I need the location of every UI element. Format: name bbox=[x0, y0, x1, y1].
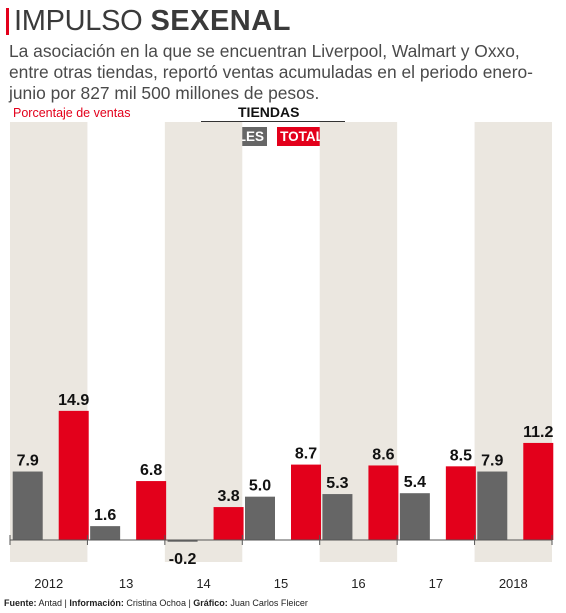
footer-grafico: Juan Carlos Fleicer bbox=[230, 598, 308, 608]
bar-iguales-2012 bbox=[12, 471, 43, 540]
bar-totales-17 bbox=[445, 466, 476, 540]
bar-iguales-15 bbox=[245, 496, 275, 540]
subtitle: La asociación en la que se encuentran Li… bbox=[9, 41, 533, 103]
bar-iguales-2018 bbox=[477, 471, 508, 540]
x-tick-label-14: 14 bbox=[196, 576, 210, 591]
data-label-totales-16: 8.6 bbox=[372, 446, 394, 463]
footer-fuente-label: Fuente: bbox=[4, 598, 37, 608]
title-block: IMPULSO SEXENAL bbox=[6, 4, 558, 37]
bar-totales-15 bbox=[291, 464, 321, 540]
data-label-totales-14: 3.8 bbox=[217, 488, 239, 505]
x-tick-label-15: 15 bbox=[274, 576, 288, 591]
bar-totales-16 bbox=[368, 465, 399, 540]
data-label-totales-15: 8.7 bbox=[295, 446, 317, 463]
footer-info-label: Información: bbox=[69, 598, 124, 608]
bar-iguales-16 bbox=[322, 494, 353, 540]
bar-iguales-13 bbox=[90, 526, 121, 540]
legend-rule bbox=[201, 121, 345, 122]
data-label-iguales-2012: 7.9 bbox=[17, 453, 39, 470]
data-label-iguales-14: -0.2 bbox=[169, 551, 197, 568]
legend-title: TIENDAS bbox=[238, 104, 300, 120]
data-label-iguales-17: 5.4 bbox=[404, 474, 426, 491]
footer-credits: Fuente: Antad | Información: Cristina Oc… bbox=[4, 598, 308, 608]
title-light: IMPULSO bbox=[14, 4, 143, 37]
data-label-totales-2012: 14.9 bbox=[58, 392, 89, 409]
data-label-totales-13: 6.8 bbox=[140, 462, 162, 479]
data-label-iguales-15: 5.0 bbox=[249, 478, 271, 495]
shaded-band-14 bbox=[164, 122, 243, 562]
bar-iguales-14 bbox=[167, 540, 198, 542]
footer-fuente: Antad bbox=[38, 598, 63, 608]
footer-grafico-label: Gráfico: bbox=[193, 598, 228, 608]
x-tick-label-2012: 2012 bbox=[34, 576, 63, 591]
bar-totales-2018 bbox=[523, 442, 554, 540]
footer-info: Cristina Ochoa bbox=[126, 598, 186, 608]
data-label-totales-2018: 11.2 bbox=[523, 424, 553, 441]
x-tick-label-13: 13 bbox=[119, 576, 133, 591]
bar-totales-13 bbox=[136, 481, 167, 540]
data-label-iguales-16: 5.3 bbox=[326, 475, 348, 492]
data-label-iguales-2018: 7.9 bbox=[481, 453, 503, 470]
data-label-iguales-13: 1.6 bbox=[94, 507, 116, 524]
title-bold: SEXENAL bbox=[150, 4, 291, 37]
x-tick-label-2018: 2018 bbox=[499, 576, 528, 591]
bar-iguales-17 bbox=[399, 493, 430, 540]
y-axis-label: Porcentaje de ventas bbox=[13, 106, 131, 120]
bar-totales-2012 bbox=[58, 410, 89, 540]
bar-totales-14 bbox=[213, 507, 244, 540]
title-accent-bar bbox=[6, 7, 9, 35]
x-tick-label-17: 17 bbox=[429, 576, 443, 591]
data-label-totales-17: 8.5 bbox=[450, 447, 472, 464]
x-tick-label-16: 16 bbox=[351, 576, 365, 591]
